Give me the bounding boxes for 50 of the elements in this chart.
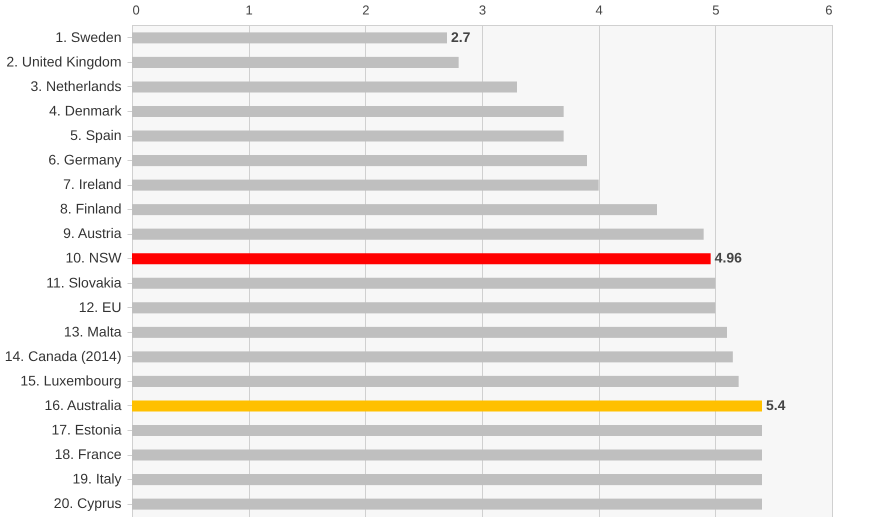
data-label: 5.4 xyxy=(766,396,786,413)
y-tick-label: 4. Denmark xyxy=(49,102,122,118)
bar xyxy=(132,56,459,68)
y-tick-label: 2. United Kingdom xyxy=(6,53,122,70)
x-tick-label: 1 xyxy=(246,2,253,18)
bar xyxy=(132,130,564,142)
bar xyxy=(132,474,762,486)
y-tick-label: 8. Finland xyxy=(60,200,122,217)
y-tick-label: 19. Italy xyxy=(72,470,122,487)
y-tick-label: 10. NSW xyxy=(65,250,122,266)
bar xyxy=(132,204,657,216)
y-tick-label: 3. Netherlands xyxy=(30,78,122,94)
y-tick-label: 14. Canada (2014) xyxy=(4,348,122,364)
bar xyxy=(132,450,762,461)
y-tick-label: 11. Slovakia xyxy=(46,274,122,290)
data-label: 4.96 xyxy=(714,250,742,266)
y-tick-label: 12. EU xyxy=(78,298,122,315)
y-tick-label: 1. Sweden xyxy=(55,28,122,45)
bar xyxy=(132,400,762,412)
x-tick-label: 4 xyxy=(596,2,603,18)
bar xyxy=(132,81,517,92)
bar xyxy=(132,351,733,362)
y-tick-label: 18. France xyxy=(54,446,122,462)
y-tick-label: 16. Australia xyxy=(44,396,122,413)
y-tick-label: 5. Spain xyxy=(70,127,122,144)
y-tick-label: 17. Estonia xyxy=(51,422,122,438)
bar xyxy=(132,228,704,240)
bar xyxy=(132,155,587,166)
bar xyxy=(132,32,447,44)
data-label: 2.7 xyxy=(451,28,471,45)
x-tick-label: 6 xyxy=(825,2,832,18)
y-tick-label: 9. Austria xyxy=(63,225,122,242)
bar xyxy=(132,106,564,118)
bar xyxy=(132,376,739,387)
y-tick-label: 6. Germany xyxy=(48,152,122,168)
bar xyxy=(132,278,716,289)
bar xyxy=(132,326,727,338)
x-tick-label: 3 xyxy=(478,2,486,18)
y-tick-label: 15. Luxembourg xyxy=(20,372,122,388)
bar xyxy=(132,424,762,436)
x-tick-label: 5 xyxy=(712,2,720,18)
y-tick-label: 20. Cyprus xyxy=(54,495,122,512)
x-tick-label: 0 xyxy=(132,2,140,18)
bar xyxy=(132,253,711,264)
bar xyxy=(132,180,599,191)
y-tick-label: 13. Malta xyxy=(64,323,122,340)
bar xyxy=(132,498,762,510)
bar xyxy=(132,302,716,314)
y-tick-label: 7. Ireland xyxy=(63,176,122,192)
x-tick-label: 2 xyxy=(362,2,370,18)
